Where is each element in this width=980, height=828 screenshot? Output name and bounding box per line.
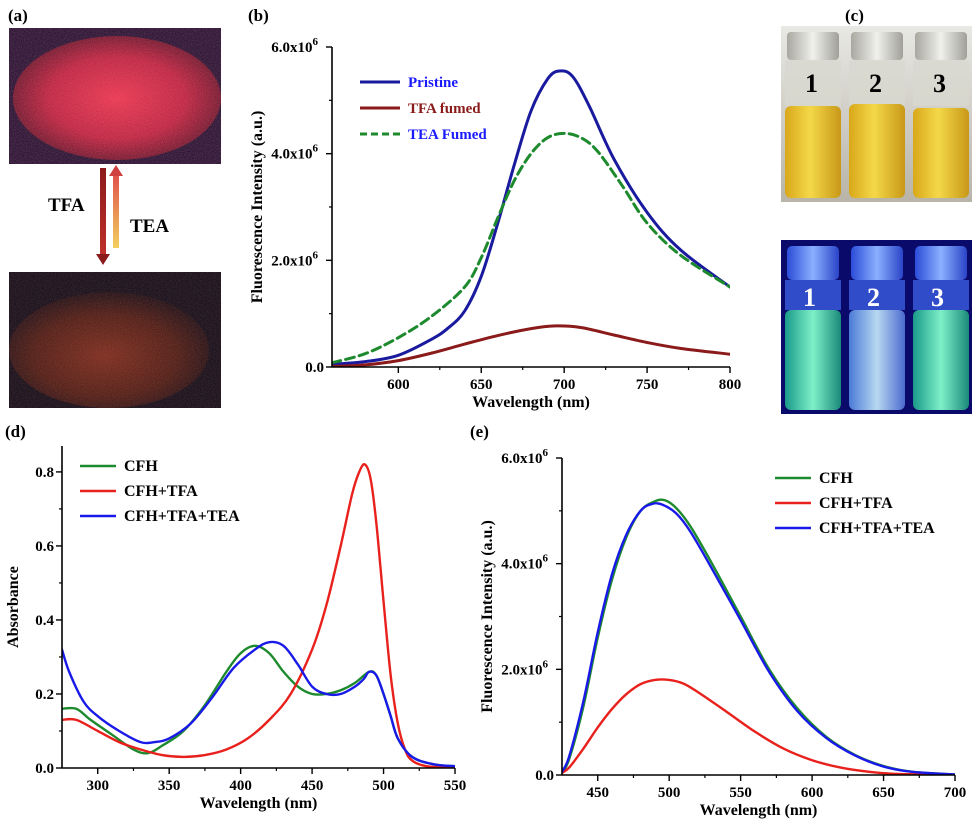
chart-b-series-2 bbox=[332, 131, 730, 365]
chart-d-xlabel: Wavelength (nm) bbox=[200, 795, 318, 812]
photo-pristine-red-emission bbox=[9, 28, 221, 164]
chart-b-series-1 bbox=[332, 324, 730, 367]
chart-b-series-0 bbox=[332, 69, 730, 366]
chart-d-ytick-label: 0.4 bbox=[35, 613, 54, 629]
chart-e-ytick-label: 6.0x106 bbox=[501, 447, 548, 467]
vial-number-3: 3 bbox=[933, 69, 946, 98]
panel-label-d: (d) bbox=[5, 422, 26, 441]
panel-label-b: (b) bbox=[248, 6, 269, 25]
vial-day-3 bbox=[913, 32, 969, 198]
chart-e-legend-label: CFH+TFA+TEA bbox=[819, 520, 935, 537]
chart-b-ytick-label: 4.0x106 bbox=[271, 143, 318, 163]
vial-uv-number-2: 2 bbox=[867, 283, 880, 312]
chart-e-ytick-label: 2.0x106 bbox=[501, 658, 548, 678]
chart-d-xtick-label: 450 bbox=[301, 778, 324, 794]
reversible-arrows bbox=[96, 165, 123, 265]
chart-b-xtick-label: 600 bbox=[387, 377, 410, 393]
chart-b-legend-label: TFA fumed bbox=[408, 101, 481, 117]
tfa-label: TFA bbox=[48, 195, 85, 216]
vial-uv-number-1: 1 bbox=[803, 283, 816, 312]
chart-d-ytick-label: 0.0 bbox=[35, 761, 54, 777]
chart-d-xtick-label: 300 bbox=[86, 778, 109, 794]
chart-e-series-1 bbox=[562, 678, 955, 775]
photo-tfa-fumed-quenched bbox=[9, 272, 221, 408]
chart-d-legend-label: CFH+TFA bbox=[124, 483, 198, 500]
chart-d-absorbance: 300 350 400 450 500 550 0.0 0.2 0.4 0.6 0.8 Wavelen… bbox=[5, 446, 467, 812]
chart-e-xtick-label: 650 bbox=[872, 785, 895, 801]
chart-e-xtick-label: 700 bbox=[944, 785, 967, 801]
chart-e-xtick-label: 600 bbox=[801, 785, 824, 801]
up-arrow-icon bbox=[109, 165, 123, 248]
chart-b-xtick-label: 700 bbox=[553, 377, 576, 393]
chart-d-ytick-label: 0.8 bbox=[35, 465, 54, 481]
chart-e-legend-label: CFH bbox=[819, 470, 853, 487]
chart-d-xtick-label: 550 bbox=[444, 778, 467, 794]
chart-e-series-2 bbox=[562, 502, 955, 775]
chart-e-xtick-label: 450 bbox=[586, 785, 609, 801]
chart-e-legend-label: CFH+TFA bbox=[819, 495, 893, 512]
chart-e-xlabel: Wavelength (nm) bbox=[700, 802, 818, 819]
chart-b-legend-label: TEA Fumed bbox=[408, 127, 487, 143]
vial-day-2 bbox=[849, 32, 905, 198]
vial-number-2: 2 bbox=[869, 69, 882, 98]
chart-d-ytick-label: 0.2 bbox=[35, 687, 54, 703]
chart-b-fluorescence-fumed: 600 650 700 750 800 0.0 2.0x106 4.0x106 6.0x106 W… bbox=[249, 36, 742, 411]
down-arrow-icon bbox=[96, 168, 110, 265]
chart-b-legend: Pristine TFA fumed TEA Fumed bbox=[360, 75, 487, 143]
chart-e-fluorescence: 450 500 550 600 650 700 0.0 2.0x106 4.0x106 6.0x1… bbox=[479, 447, 967, 819]
chart-e-xtick-label: 550 bbox=[729, 785, 752, 801]
chart-b-xlabel: Wavelength (nm) bbox=[472, 394, 590, 411]
chart-d-series-2 bbox=[62, 640, 455, 768]
chart-b-ytick-label: 2.0x106 bbox=[271, 249, 318, 269]
chart-e-ylabel: Fluorescence Intensity (a.u.) bbox=[479, 520, 496, 713]
chart-e-legend: CFH CFH+TFA CFH+TFA+TEA bbox=[775, 470, 935, 537]
vial-uv-number-3: 3 bbox=[931, 283, 944, 312]
chart-d-series-1 bbox=[62, 463, 455, 768]
photo-vials-daylight: 1 2 3 bbox=[781, 26, 972, 202]
vial-uv-1 bbox=[785, 246, 841, 410]
vial-uv-3 bbox=[913, 246, 969, 410]
chart-e-ytick-label: 4.0x106 bbox=[501, 553, 548, 573]
chart-d-ylabel: Absorbance bbox=[5, 566, 22, 648]
photo-vials-uv: 1 2 3 bbox=[781, 240, 972, 414]
vial-number-1: 1 bbox=[805, 69, 818, 98]
chart-d-xtick-label: 500 bbox=[372, 778, 395, 794]
chart-d-series-0 bbox=[62, 644, 455, 768]
chart-e-axes bbox=[556, 457, 956, 781]
chart-d-xtick-label: 350 bbox=[158, 778, 181, 794]
vial-uv-2 bbox=[849, 246, 905, 410]
panel-label-e: (e) bbox=[470, 422, 489, 441]
vial-day-1 bbox=[785, 32, 841, 198]
chart-d-axes bbox=[56, 446, 456, 774]
chart-b-xtick-label: 800 bbox=[719, 377, 742, 393]
chart-b-axes bbox=[326, 46, 731, 373]
chart-e-ytick-label: 0.0 bbox=[535, 768, 554, 784]
tea-label: TEA bbox=[130, 216, 170, 237]
chart-b-xtick-label: 650 bbox=[470, 377, 493, 393]
chart-d-legend: CFH CFH+TFA CFH+TFA+TEA bbox=[80, 458, 240, 525]
chart-b-ytick-label: 6.0x106 bbox=[271, 36, 318, 56]
chart-d-ytick-label: 0.6 bbox=[35, 539, 54, 555]
panel-label-c: (c) bbox=[845, 6, 864, 25]
chart-e-xtick-label: 500 bbox=[658, 785, 681, 801]
panel-label-a: (a) bbox=[8, 6, 28, 25]
chart-d-legend-label: CFH+TFA+TEA bbox=[124, 508, 240, 525]
chart-b-ylabel: Fluorescence Intensity (a.u.) bbox=[249, 111, 266, 304]
chart-b-xtick-label: 750 bbox=[636, 377, 659, 393]
chart-b-ytick-label: 0.0 bbox=[305, 360, 324, 376]
chart-b-legend-label: Pristine bbox=[408, 75, 458, 91]
chart-d-legend-label: CFH bbox=[124, 458, 158, 475]
chart-d-xtick-label: 400 bbox=[229, 778, 252, 794]
